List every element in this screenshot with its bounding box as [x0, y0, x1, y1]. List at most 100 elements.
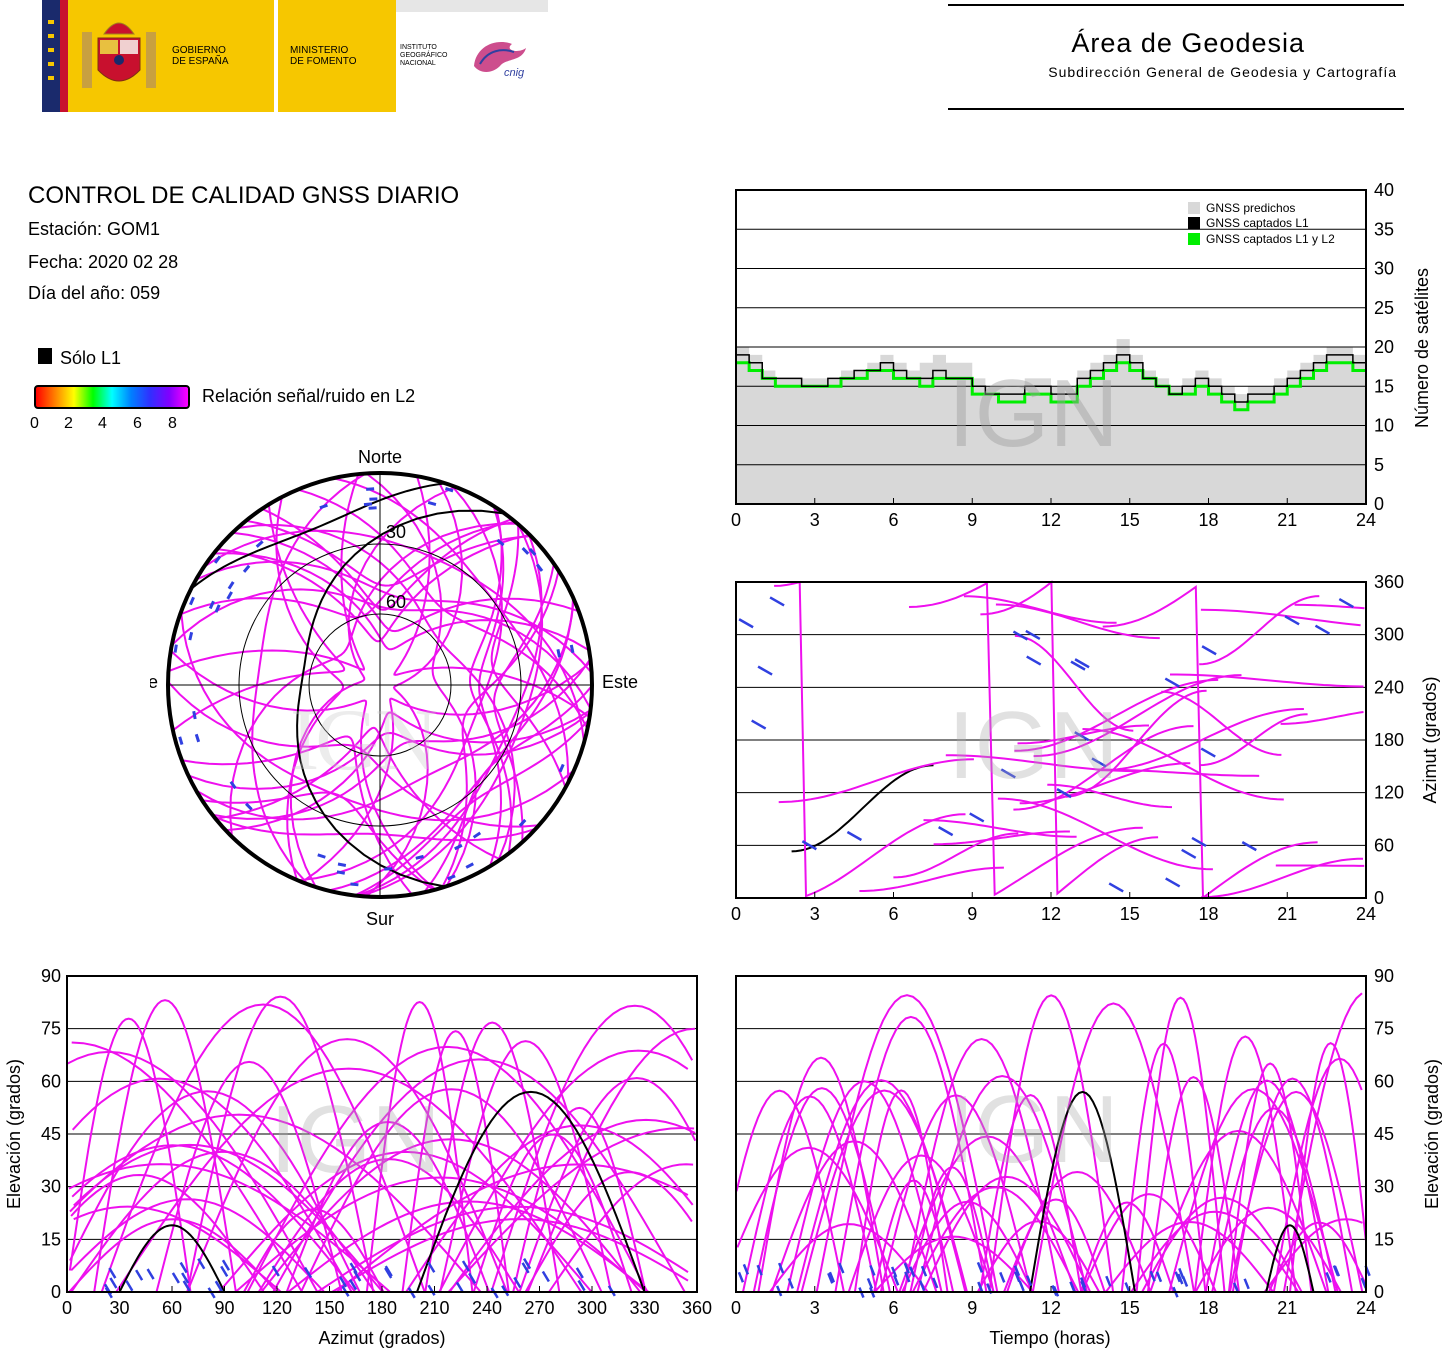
azt-ytick-label: 180 [1374, 730, 1404, 750]
azt-ytick-label: 360 [1374, 572, 1404, 592]
elt-xtick-label: 3 [810, 1298, 820, 1318]
elevation-azimuth-track [448, 1118, 696, 1293]
legend-predicted: GNSS predichos [1206, 201, 1295, 215]
azimuth-low-segment [1164, 677, 1180, 688]
elevation-azimuth-track [71, 1041, 303, 1293]
ela-ytick-label: 60 [41, 1071, 61, 1091]
legend-swatch-l1 [1188, 217, 1200, 229]
azt-xtick-label: 24 [1356, 904, 1376, 924]
skyplot-south-label: Sur [366, 909, 394, 929]
area-subtitle: Subdirección General de Geodesia y Carto… [1048, 64, 1397, 80]
azimuth-low-segment [738, 618, 754, 629]
skyplot-low-segment [336, 870, 346, 875]
azimuth-low-segment [1108, 882, 1124, 893]
elevation-azimuth-track [115, 1067, 583, 1293]
elt-ytick-label: 0 [1374, 1282, 1384, 1302]
elevation-time-track [768, 1223, 929, 1293]
satellites-legend: GNSS predichos GNSS captados L1 GNSS cap… [1188, 201, 1335, 246]
skyplot-low-segment [245, 802, 253, 811]
skyplot-low-segment [192, 710, 197, 720]
sat-ytick-label: 5 [1374, 455, 1384, 475]
azimuth-low-segment [1074, 658, 1090, 669]
azt-ytick-label: 300 [1374, 625, 1404, 645]
elevation-azimuth-low-segment [179, 1261, 188, 1274]
sat-xtick-label: 0 [731, 510, 741, 530]
elt-xtick-label: 12 [1041, 1298, 1061, 1318]
azimuth-low-segment [1000, 768, 1016, 779]
skyplot-low-segment [415, 854, 424, 860]
azimuth-low-segment [1200, 747, 1216, 758]
azt-ytick-label: 120 [1374, 783, 1404, 803]
elevation-time-track [1120, 1042, 1207, 1293]
ela-xtick-label: 300 [577, 1298, 607, 1318]
azt-xtick-label: 18 [1198, 904, 1218, 924]
skyplot-track [229, 522, 518, 837]
skyplot-low-segment [317, 853, 326, 859]
elevation-azimuth-l1-track [118, 1224, 226, 1293]
elevation-time-low-segment [920, 1265, 928, 1277]
azimuth-track [1047, 783, 1173, 809]
skyplot-low-segment [214, 604, 221, 613]
skyplot-low-segment [558, 763, 565, 773]
azimuth-track [1014, 678, 1219, 752]
legend-l1l2: GNSS captados L1 y L2 [1206, 232, 1335, 246]
snr-tick-4: 4 [98, 415, 107, 432]
azimuth-low-segment [1070, 660, 1086, 671]
elevation-time-track [834, 1015, 988, 1293]
l1-only-label: Sólo L1 [60, 348, 122, 368]
elevation-time-low-segment [903, 1262, 910, 1274]
elt-xtick-label: 24 [1356, 1298, 1376, 1318]
skyplot-north-label: Norte [358, 447, 402, 467]
elevation-azimuth-low-segment [303, 1266, 313, 1279]
elevation-azimuth-low-segment [521, 1262, 530, 1274]
sat-xtick-label: 21 [1277, 510, 1297, 530]
azimuth-track [1014, 634, 1134, 732]
elevation-time-low-segment [918, 1280, 926, 1291]
elevation-time-low-segment [1124, 1282, 1131, 1294]
elevation-azimuth-low-segment [427, 1284, 436, 1296]
elevation-time-track [757, 1056, 885, 1293]
azt-ytick-label: 0 [1374, 888, 1384, 908]
elevation-azimuth-track [526, 1027, 695, 1293]
elevation-time-chart: IGN 0 15 30 45 60 75 90 0 3 6 9 12 15 18 21 24 Tiempo (… [731, 966, 1442, 1348]
elevation-time-watermark: IGN [948, 1076, 1119, 1183]
elevation-azimuth-track [260, 1138, 641, 1293]
elevation-azimuth-track [93, 999, 237, 1293]
azimuth-track [1102, 585, 1318, 900]
satellites-ticks: 0 5 10 15 20 25 30 35 40 0 3 6 9 12 15 18 21 24 [731, 180, 1394, 530]
skyplot-low-segment [366, 487, 375, 491]
elevation-azimuth-track [70, 1150, 376, 1293]
satellites-watermark: IGN [948, 360, 1119, 467]
skyplot-track [297, 484, 503, 882]
azimuth-low-segment [969, 812, 985, 823]
elevation-time-low-segment [775, 1285, 783, 1297]
azimuth-low-segment [1025, 629, 1041, 641]
snr-tick-8: 8 [168, 415, 177, 432]
station-label: Estación: GOM1 [28, 219, 161, 239]
skyplot-low-segment [472, 831, 482, 839]
ign-line-3: NACIONAL [400, 60, 436, 67]
azimuth-track [1199, 595, 1320, 666]
sat-ytick-label: 40 [1374, 180, 1394, 200]
skyplot-low-segment [173, 644, 178, 653]
elevation-azimuth-low-segment [271, 1265, 280, 1277]
skyplot-low-segment [226, 591, 233, 600]
azt-xtick-label: 12 [1041, 904, 1061, 924]
azimuth-time-ylabel: Azimut (grados) [1420, 676, 1440, 803]
sat-ytick-label: 15 [1374, 376, 1394, 396]
azimuth-track [1200, 608, 1361, 627]
elevation-azimuth-tracks [66, 995, 697, 1299]
elevation-time-track [873, 1179, 955, 1293]
skyplot-low-segment [569, 644, 575, 654]
skyplot-low-segment [447, 874, 456, 881]
sat-xtick-label: 3 [810, 510, 820, 530]
elevation-time-l1-track [1265, 1224, 1315, 1293]
sat-xtick-label: 18 [1198, 510, 1218, 530]
elevation-time-track [786, 1080, 943, 1293]
elevation-azimuth-track [68, 1218, 278, 1293]
skyplot-track [213, 552, 590, 652]
skyplot-track [201, 791, 435, 891]
ela-xtick-label: 210 [419, 1298, 449, 1318]
azimuth-low-segment [1181, 848, 1197, 859]
elevation-time-low-segment [827, 1272, 834, 1284]
